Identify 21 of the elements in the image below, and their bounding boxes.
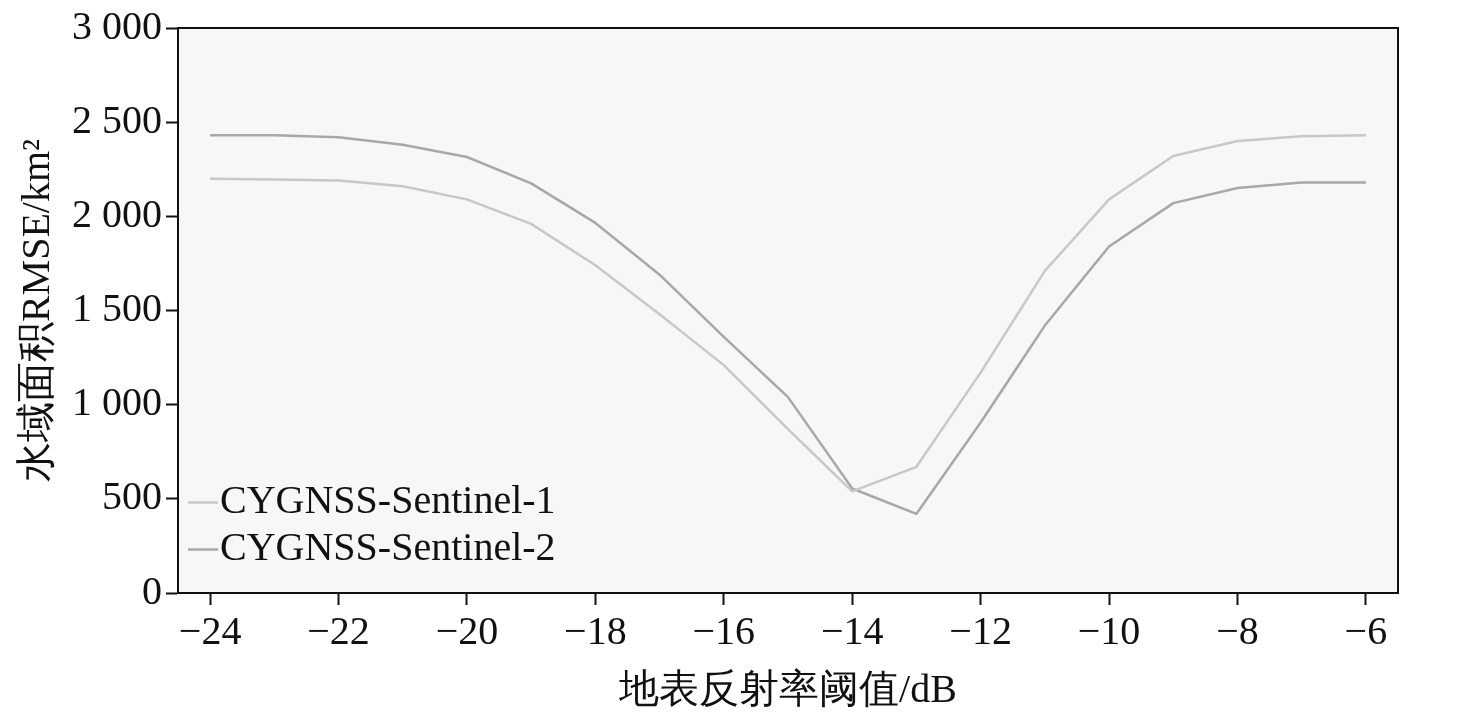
y-tick-label: 1 000 xyxy=(72,379,162,425)
y-tick-label: 2 000 xyxy=(72,190,162,236)
y-tick-label: 2 500 xyxy=(72,96,162,142)
legend-label: CYGNSS-Sentinel-2 xyxy=(220,524,556,569)
y-axis-title: 水域面积RMSE/km² xyxy=(12,138,58,483)
x-tick-label: −12 xyxy=(949,607,1012,653)
x-axis-title: 地表反射率阈值/dB xyxy=(618,665,957,711)
y-tick-label: 3 000 xyxy=(72,2,162,48)
x-tick-label: −24 xyxy=(178,607,242,653)
x-tick-label: −18 xyxy=(564,607,627,653)
x-tick-label: −16 xyxy=(692,607,756,653)
x-tick-label: −8 xyxy=(1216,607,1259,653)
x-tick-label: −14 xyxy=(820,607,884,653)
y-tick-label: 1 500 xyxy=(72,285,162,330)
x-tick-label: −6 xyxy=(1344,607,1388,653)
x-tick-label: −10 xyxy=(1077,607,1141,653)
legend-label: CYGNSS-Sentinel-1 xyxy=(220,477,556,522)
x-tick-label: −20 xyxy=(435,607,499,653)
x-tick-label: −22 xyxy=(307,607,370,653)
y-tick-label: 0 xyxy=(142,567,162,613)
y-tick-label: 500 xyxy=(102,473,162,519)
